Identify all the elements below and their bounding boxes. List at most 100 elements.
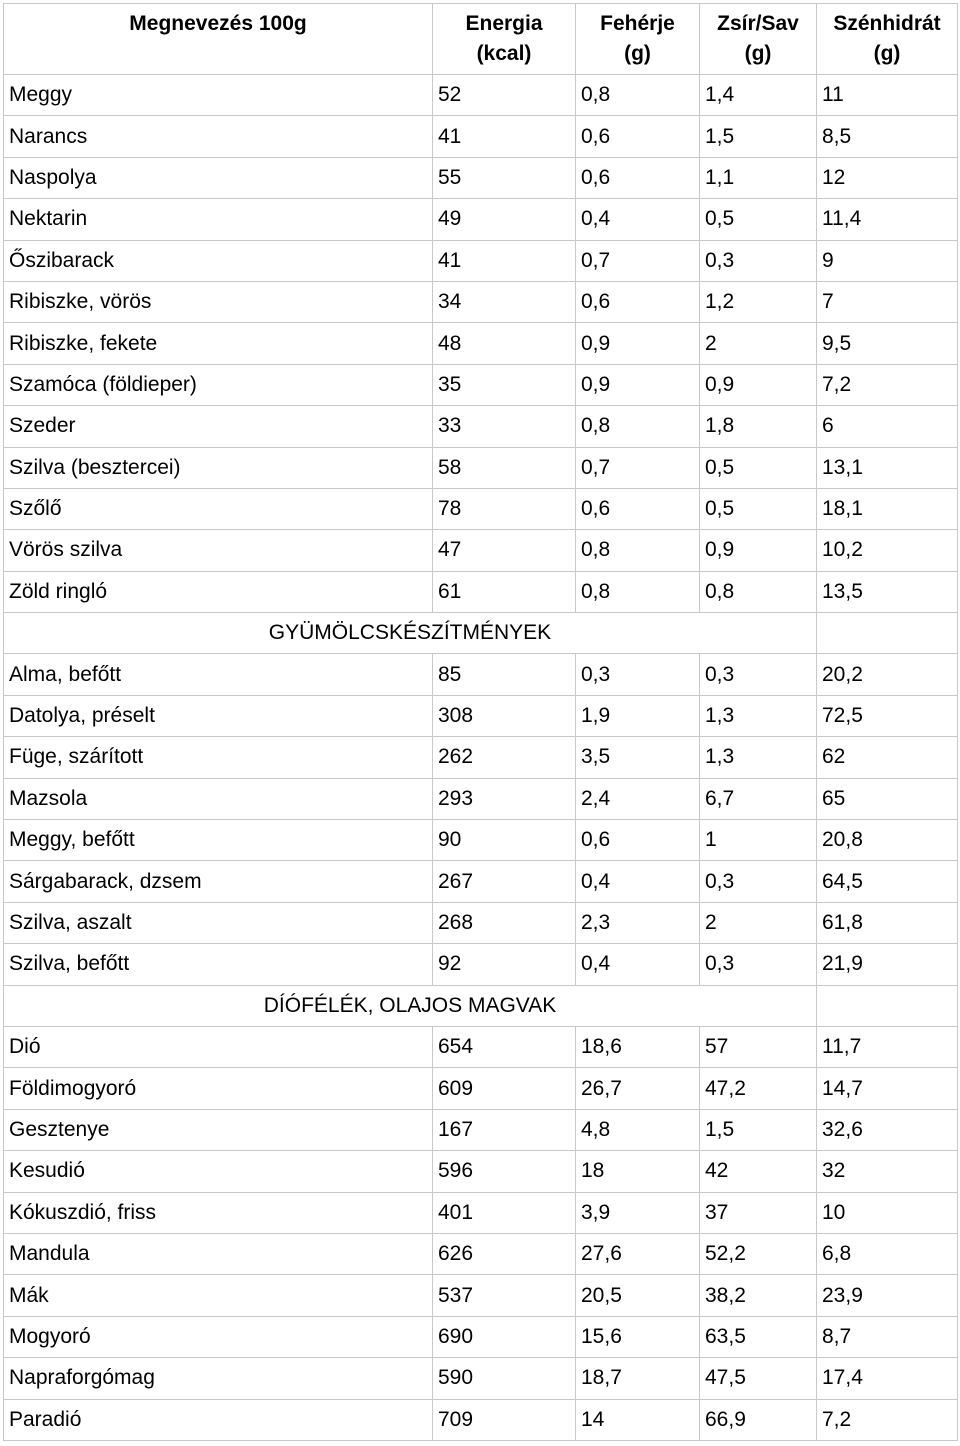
cell-protein: 0,6 [575,115,700,158]
cell-name: Kókuszdió, friss [3,1191,433,1234]
cell-energy: 267 [432,860,576,903]
header-carbs-line1: Szénhidrát [833,12,941,35]
cell-name: Ribiszke, fekete [3,322,433,365]
cell-carbs: 9 [816,239,958,282]
cell-energy: 709 [432,1398,576,1441]
cell-name: Földimogyoró [3,1067,433,1110]
header-name: Megnevezés 100g [3,3,433,75]
cell-fat: 47,2 [699,1067,817,1110]
cell-fat: 1,8 [699,405,817,448]
cell-name: Szamóca (földieper) [3,363,433,407]
header-energy-line2: (kcal) [476,42,532,65]
cell-name: Gesztenye [3,1108,433,1152]
cell-fat: 0,3 [699,943,817,986]
cell-protein: 14 [575,1398,700,1441]
table-row: Sárgabarack, dzsem 267 0,4 0,3 64,5 [3,860,958,903]
cell-energy: 41 [432,239,576,282]
cell-carbs: 13,1 [816,446,958,489]
cell-name: Napraforgómag [3,1357,433,1400]
cell-carbs: 20,8 [816,819,958,862]
table-row: Földimogyoró 609 26,7 47,2 14,7 [3,1067,958,1110]
table-row: Naspolya 55 0,6 1,1 12 [3,156,958,200]
cell-protein: 0,4 [575,943,700,986]
cell-carbs: 10,2 [816,529,958,572]
cell-protein: 2,3 [575,901,700,945]
table-row: Szeder 33 0,8 1,8 6 [3,405,958,448]
cell-carbs: 13,5 [816,570,958,614]
cell-name: Mogyoró [3,1315,433,1359]
cell-fat: 1,4 [699,73,817,117]
cell-carbs: 62 [816,736,958,779]
cell-name: Paradió [3,1398,433,1441]
table-row: Vörös szilva 47 0,8 0,9 10,2 [3,529,958,572]
cell-fat: 2 [699,901,817,945]
cell-protein: 0,3 [575,653,700,696]
table-row: Narancs 41 0,6 1,5 8,5 [3,115,958,158]
cell-carbs: 65 [816,777,958,821]
cell-energy: 308 [432,694,576,738]
header-fat: Zsír/Sav (g) [699,3,817,75]
cell-protein: 0,9 [575,322,700,365]
cell-carbs: 7,2 [816,1398,958,1441]
cell-carbs: 18,1 [816,487,958,531]
section-empty-cell [816,612,958,655]
table-row: Kesudió 596 18 42 32 [3,1150,958,1193]
cell-protein: 18,6 [575,1025,700,1069]
cell-name: Datolya, préselt [3,694,433,738]
cell-carbs: 32,6 [816,1108,958,1152]
cell-energy: 85 [432,653,576,696]
cell-energy: 537 [432,1274,576,1317]
cell-energy: 690 [432,1315,576,1359]
cell-name: Nektarin [3,198,433,241]
cell-name: Dió [3,1025,433,1069]
cell-protein: 0,8 [575,405,700,448]
header-name-label: Megnevezés 100g [129,12,307,35]
cell-protein: 3,5 [575,736,700,779]
table-row: Füge, szárított 262 3,5 1,3 62 [3,736,958,779]
cell-protein: 15,6 [575,1315,700,1359]
cell-energy: 596 [432,1150,576,1193]
nutrition-table: Megnevezés 100g Energia (kcal) Fehérje (… [3,3,958,1441]
cell-fat: 0,3 [699,860,817,903]
cell-carbs: 72,5 [816,694,958,738]
cell-protein: 0,8 [575,529,700,572]
table-row: Szilva, aszalt 268 2,3 2 61,8 [3,901,958,945]
cell-energy: 48 [432,322,576,365]
cell-fat: 37 [699,1191,817,1234]
table-row: Meggy 52 0,8 1,4 11 [3,73,958,117]
table-row: Szamóca (földieper) 35 0,9 0,9 7,2 [3,363,958,407]
cell-fat: 0,9 [699,363,817,407]
cell-energy: 401 [432,1191,576,1234]
cell-energy: 609 [432,1067,576,1110]
table-body: Meggy 52 0,8 1,4 11 Narancs 41 0,6 1,5 8,5 Naspoly… [3,73,958,1441]
cell-fat: 52,2 [699,1232,817,1276]
cell-carbs: 11,7 [816,1025,958,1069]
cell-protein: 0,6 [575,156,700,200]
cell-protein: 0,7 [575,446,700,489]
cell-name: Mák [3,1274,433,1317]
cell-energy: 34 [432,280,576,324]
header-protein-line2: (g) [624,42,651,65]
cell-fat: 0,3 [699,653,817,696]
cell-name: Narancs [3,115,433,158]
cell-name: Szőlő [3,487,433,531]
cell-protein: 18,7 [575,1357,700,1400]
cell-protein: 18 [575,1150,700,1193]
cell-fat: 2 [699,322,817,365]
cell-energy: 35 [432,363,576,407]
cell-energy: 78 [432,487,576,531]
cell-carbs: 7,2 [816,363,958,407]
cell-name: Sárgabarack, dzsem [3,860,433,903]
cell-name: Szilva, aszalt [3,901,433,945]
cell-protein: 27,6 [575,1232,700,1276]
cell-fat: 38,2 [699,1274,817,1317]
cell-energy: 33 [432,405,576,448]
cell-carbs: 8,7 [816,1315,958,1359]
cell-fat: 1,5 [699,1108,817,1152]
cell-name: Meggy [3,73,433,117]
cell-name: Naspolya [3,156,433,200]
table-row: Őszibarack 41 0,7 0,3 9 [3,239,958,282]
cell-energy: 626 [432,1232,576,1276]
cell-fat: 1 [699,819,817,862]
section-title: GYÜMÖLCSKÉSZÍTMÉNYEK [3,612,817,655]
